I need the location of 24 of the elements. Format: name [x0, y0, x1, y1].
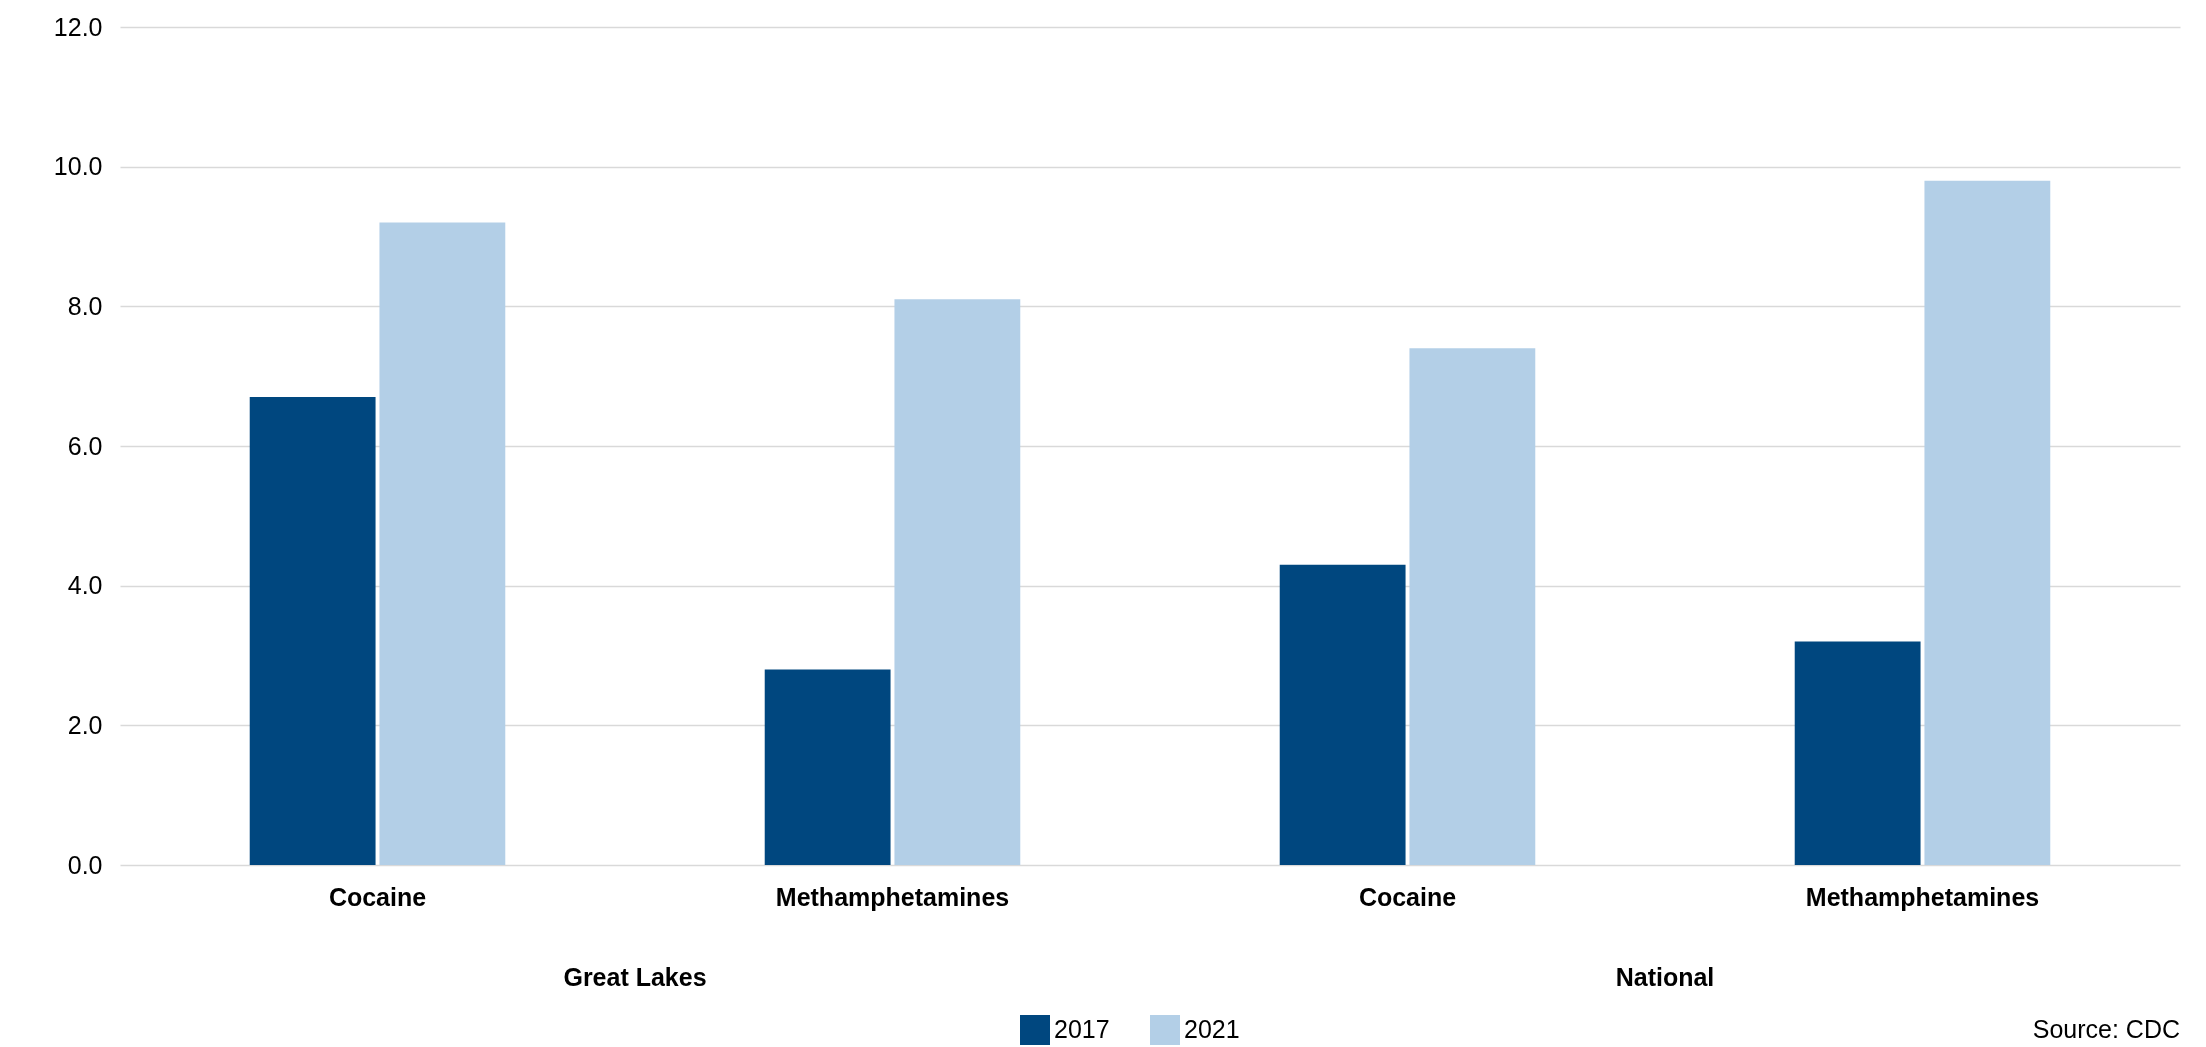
bar [1279, 564, 1406, 865]
y-tick-label: 2.0 [67, 710, 103, 739]
bar [1924, 180, 2051, 865]
bar [1409, 348, 1536, 865]
y-tick-label: 10.0 [53, 152, 103, 181]
text: Great Lakes [563, 963, 707, 991]
y-tick-label: 6.0 [67, 431, 103, 460]
y-tick-label: 0.0 [67, 850, 103, 879]
bar [764, 669, 891, 865]
y-tick-label: 4.0 [67, 571, 103, 600]
x-tick-label: Methamphetamines [775, 882, 1010, 911]
bar [1794, 641, 1921, 865]
legend-label: 2017 [1054, 1015, 1110, 1043]
bar [249, 397, 376, 865]
source-note: Source: CDC [2032, 1015, 2180, 1043]
x-tick-label: Cocaine [1358, 882, 1457, 911]
text: National [1615, 963, 1715, 991]
y-tick-label: 12.0 [53, 12, 103, 41]
legend-label: 2021 [1184, 1015, 1240, 1043]
y-tick-label: 8.0 [67, 291, 103, 320]
bar [379, 222, 506, 865]
bar [894, 299, 1021, 865]
x-tick-label: Cocaine [328, 882, 427, 911]
x-tick-label: Methamphetamines [1805, 882, 2040, 911]
